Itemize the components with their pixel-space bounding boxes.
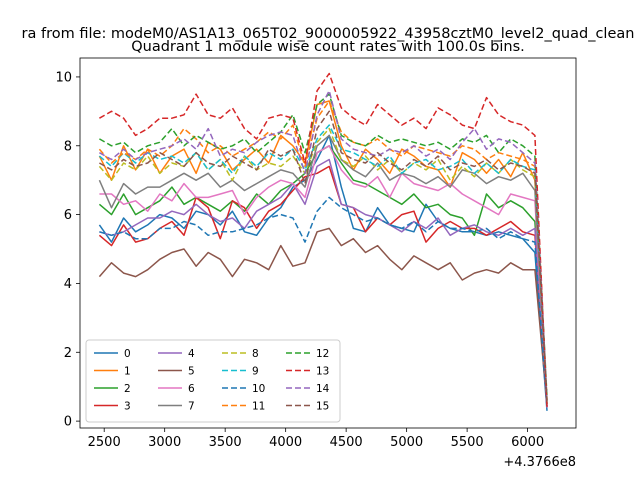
legend-label-4: 4	[188, 348, 195, 360]
x-tick-label: 3000	[148, 435, 181, 450]
y-tick-label: 2	[64, 346, 72, 361]
y-axis-ticks: 0 2 4 6 8 10	[55, 70, 80, 430]
plot-series-group	[98, 72, 548, 411]
series-line-4	[99, 158, 548, 408]
series-line-13	[99, 72, 548, 408]
legend-label-0: 0	[124, 348, 131, 360]
legend-label-1: 1	[124, 366, 131, 378]
legend-label-8: 8	[252, 348, 259, 360]
y-tick-label: 10	[55, 70, 72, 85]
x-tick-label: 5000	[390, 435, 423, 450]
series-line-11	[98, 100, 548, 401]
x-axis-offset-label: +4.3766e8	[503, 455, 576, 470]
legend-label-14: 14	[316, 383, 330, 395]
legend-label-6: 6	[188, 383, 195, 395]
x-tick-label: 6000	[511, 435, 544, 450]
chart-title: Quadrant 1 module wise count rates with …	[131, 39, 525, 55]
series-line-8	[98, 127, 548, 401]
legend-label-10: 10	[252, 383, 265, 395]
legend-label-13: 13	[316, 366, 329, 378]
series-line-12	[99, 93, 548, 398]
series-line-7	[98, 134, 548, 404]
legend-label-11: 11	[252, 401, 265, 413]
legend-label-15: 15	[316, 401, 329, 413]
x-tick-label: 3500	[209, 435, 242, 450]
series-line-15	[99, 110, 548, 404]
axes-border	[79, 57, 577, 429]
legend-label-12: 12	[316, 348, 329, 360]
y-tick-label: 4	[64, 277, 72, 292]
x-tick-label: 4000	[269, 435, 302, 450]
x-tick-label: 5500	[451, 435, 484, 450]
legend-label-5: 5	[188, 366, 195, 378]
x-tick-label: 4500	[330, 435, 363, 450]
series-line-9	[98, 124, 548, 401]
series-line-5	[98, 227, 548, 404]
legend-box	[85, 339, 341, 423]
y-tick-label: 0	[64, 415, 72, 430]
legend-label-7: 7	[188, 401, 195, 413]
axes-frame	[79, 57, 577, 429]
series-line-10	[99, 196, 548, 408]
y-tick-label: 6	[64, 208, 72, 223]
legend-label-3: 3	[124, 401, 131, 413]
series-line-6	[99, 145, 548, 408]
series-line-3	[98, 165, 548, 408]
x-tick-label: 2500	[88, 435, 121, 450]
x-axis-ticks: 2500 3000 3500 4000 4500 5000 5500 6000	[88, 428, 544, 450]
series-line-14	[99, 89, 548, 401]
legend-label-9: 9	[252, 366, 259, 378]
y-tick-label: 8	[64, 139, 72, 154]
legend-label-2: 2	[124, 383, 131, 395]
chart-suptitle: ra from file: modeM0/AS1A13_065T02_90000…	[22, 26, 635, 42]
